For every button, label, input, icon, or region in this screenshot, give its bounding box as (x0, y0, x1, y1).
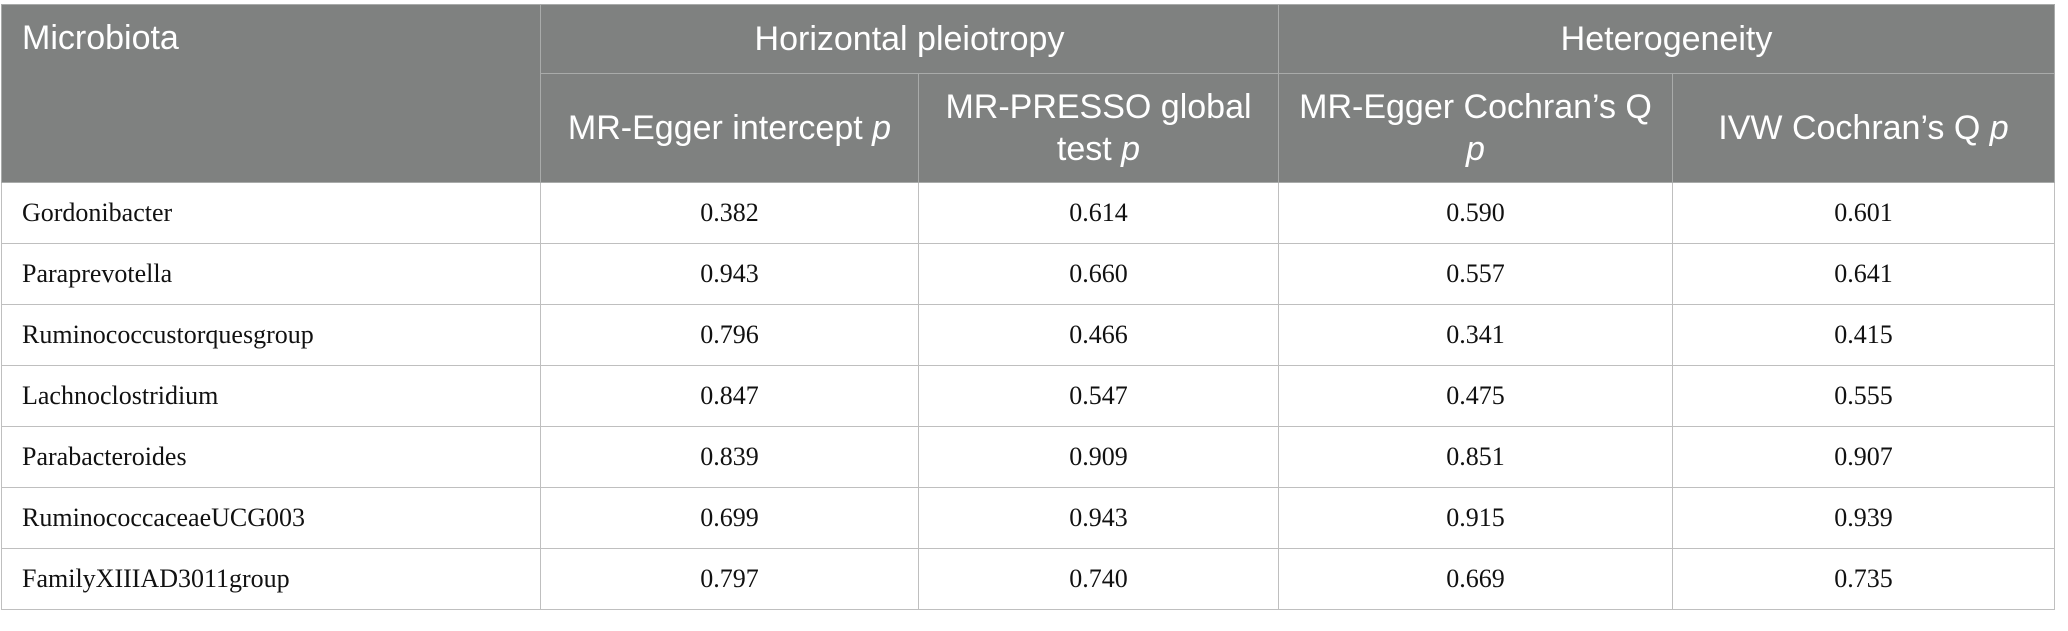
microbiota-name: Ruminococcustorquesgroup (1, 304, 541, 366)
column-stat: p (1121, 130, 1141, 168)
p-value: 0.415 (1672, 304, 2055, 366)
column-header: MR-Egger intercept p (540, 73, 919, 183)
microbiota-name: Paraprevotella (1, 243, 541, 305)
microbiota-name: FamilyXIIIAD3011group (1, 548, 541, 610)
p-value: 0.641 (1672, 243, 2055, 305)
p-value: 0.601 (1672, 182, 2055, 244)
column-label: MR-Egger intercept (567, 109, 863, 147)
microbiota-name: Lachnoclostridium (1, 365, 541, 427)
column-label: MR-Egger Cochran’s Q (1299, 88, 1652, 126)
p-value: 0.614 (918, 182, 1279, 244)
column-label: MR-PRESSO global test (945, 88, 1252, 168)
p-value: 0.909 (918, 426, 1279, 488)
p-value: 0.939 (1672, 487, 2055, 549)
p-value: 0.907 (1672, 426, 2055, 488)
p-value: 0.557 (1278, 243, 1673, 305)
p-value: 0.555 (1672, 365, 2055, 427)
table-row: FamilyXIIIAD3011group 0.797 0.740 0.669 0.73… (1, 548, 2055, 610)
p-value: 0.851 (1278, 426, 1673, 488)
p-value: 0.699 (540, 487, 919, 549)
table-row: Gordonibacter 0.382 0.614 0.590 0.601 (1, 182, 2055, 244)
p-value: 0.847 (540, 365, 919, 427)
table-row: Ruminococcustorquesgroup 0.796 0.466 0.341 0… (1, 304, 2055, 366)
microbiota-name: RuminococcaceaeUCG003 (1, 487, 541, 549)
header-row: MR-Egger intercept p MR-PRESSO global tes… (2, 73, 2055, 183)
p-value: 0.735 (1672, 548, 2055, 610)
column-stat: p (1466, 130, 1485, 168)
group-header: Heterogeneity (1278, 4, 2055, 74)
p-value: 0.669 (1278, 548, 1673, 610)
p-value: 0.915 (1278, 487, 1673, 549)
p-value: 0.660 (918, 243, 1279, 305)
header-row: Microbiota Horizontal pleiotropy Heterogen… (1, 4, 2055, 183)
table-row: Lachnoclostridium 0.847 0.547 0.475 0.555 (1, 365, 2055, 427)
table-header: Microbiota Horizontal pleiotropy Heterogen… (1, 4, 2055, 183)
p-value: 0.590 (1278, 182, 1673, 244)
p-value: 0.466 (918, 304, 1279, 366)
p-value: 0.382 (540, 182, 919, 244)
corner-header: Microbiota (1, 4, 541, 183)
p-value: 0.341 (1278, 304, 1673, 366)
p-value: 0.943 (918, 487, 1279, 549)
column-header: MR-Egger Cochran’s Q p (1278, 73, 1673, 183)
column-stat: p (1989, 109, 2009, 147)
column-label: IVW Cochran’s Q (1718, 109, 1981, 147)
p-value: 0.797 (540, 548, 919, 610)
microbiota-name: Parabacteroides (1, 426, 541, 488)
p-value: 0.475 (1278, 365, 1673, 427)
table-row: RuminococcaceaeUCG003 0.699 0.943 0.915 0.93… (1, 487, 2055, 549)
table-row: Parabacteroides 0.839 0.909 0.851 0.907 (1, 426, 2055, 488)
table-body: Gordonibacter 0.382 0.614 0.590 0.601 Parapre… (1, 182, 2055, 610)
table-row: Paraprevotella 0.943 0.660 0.557 0.641 (1, 243, 2055, 305)
p-value: 0.943 (540, 243, 919, 305)
p-value: 0.839 (540, 426, 919, 488)
p-value: 0.547 (918, 365, 1279, 427)
group-header: Horizontal pleiotropy (540, 4, 1279, 74)
column-header: MR-PRESSO global test p (918, 73, 1279, 183)
column-stat: p (872, 109, 892, 147)
p-value: 0.796 (540, 304, 919, 366)
column-header: IVW Cochran’s Q p (1672, 73, 2055, 183)
microbiota-name: Gordonibacter (1, 182, 541, 244)
results-table: Microbiota Horizontal pleiotropy Heterogen… (1, 4, 2055, 610)
p-value: 0.740 (918, 548, 1279, 610)
